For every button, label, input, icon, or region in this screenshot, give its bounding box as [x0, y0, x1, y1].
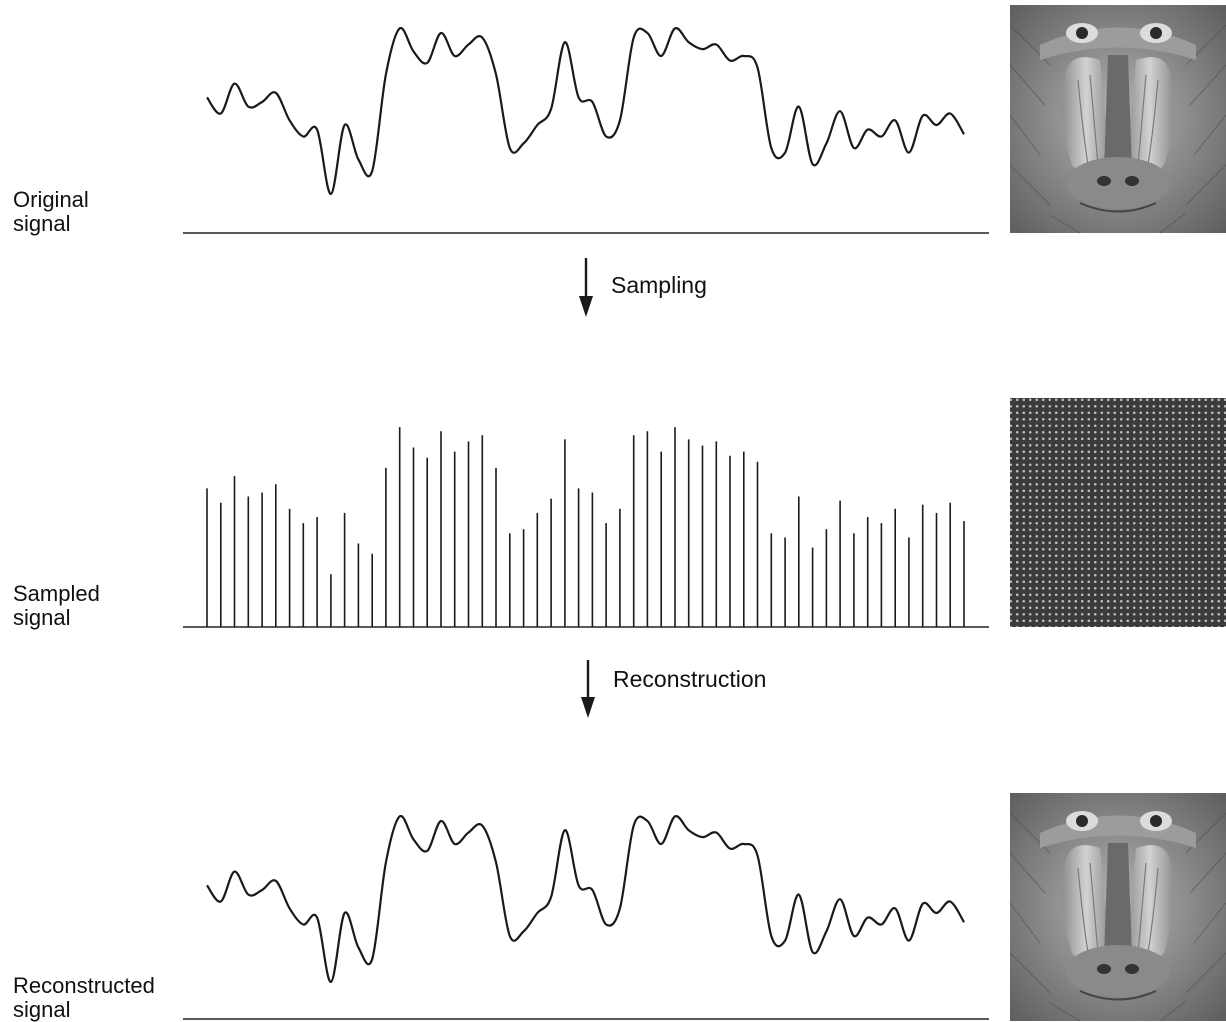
sampled-signal-label: Sampled signal [13, 582, 100, 630]
reconstructed-image [1009, 792, 1226, 1021]
original-signal-label: Original signal [13, 188, 89, 236]
original-label-line1: Original [13, 187, 89, 212]
sampled-label-line2: signal [13, 605, 71, 630]
reconstruction-step-label: Reconstruction [613, 666, 767, 692]
sampling-arrow [579, 258, 593, 317]
reconstructed-signal-curve [206, 814, 965, 984]
sampled-signal-stems [206, 427, 965, 627]
reconstructed-label-line2: signal [13, 997, 71, 1022]
original-signal-curve [206, 26, 965, 196]
reconstructed-label-line1: Reconstructed [13, 973, 155, 998]
sampling-step-label: Sampling [611, 272, 707, 298]
original-label-line2: signal [13, 211, 71, 236]
original-image [1009, 4, 1226, 234]
reconstruction-arrow [581, 660, 595, 718]
sampled-label-line1: Sampled [13, 581, 100, 606]
reconstructed-signal-label: Reconstructed signal [13, 974, 155, 1022]
sampled-image [1010, 398, 1226, 627]
